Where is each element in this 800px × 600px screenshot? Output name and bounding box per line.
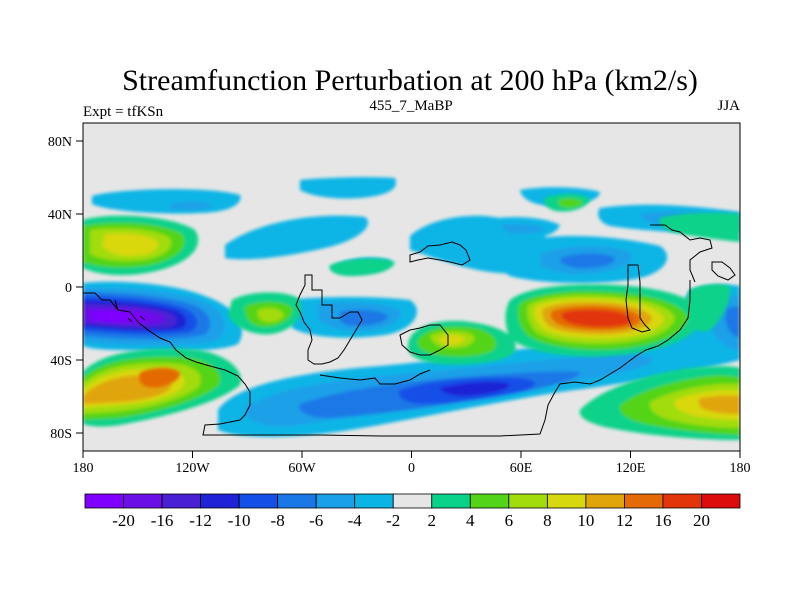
colorbar-label-11: 8	[543, 511, 552, 530]
right-string: JJA	[717, 98, 740, 114]
center-string: 455_7_MaBP	[369, 98, 452, 114]
coastline-japan	[711, 261, 736, 281]
colorbar-label-7: -2	[386, 511, 400, 530]
ylabel-40n: 40N	[48, 208, 72, 223]
left-string: Expt = tfKSn	[83, 104, 164, 120]
colorbar-label-12: 10	[577, 511, 594, 530]
colorbar-box-13	[585, 493, 625, 509]
colorbar-label-5: -6	[309, 511, 323, 530]
colorbar-box-10	[469, 493, 510, 509]
colorbar-label-1: -16	[151, 511, 174, 530]
contour-north-pacific-high-4	[102, 233, 159, 257]
contour-mid-atlantic-high-3	[257, 307, 284, 323]
coastline-south-america	[295, 274, 363, 365]
xlabel-180e: 180	[730, 461, 751, 476]
xlabel-60w: 60W	[288, 461, 316, 476]
colorbar-box-14	[624, 493, 664, 509]
colorbar-box-0	[84, 493, 124, 509]
contour-north-pacific-low-2	[170, 201, 212, 210]
colorbar-label-8: 2	[428, 511, 437, 530]
coastlines	[83, 224, 736, 437]
contour-europe-high-2	[558, 198, 583, 208]
colorbar-label-9: 4	[466, 511, 475, 530]
colorbar-box-2	[161, 493, 201, 509]
colorbar-label-13: 12	[616, 511, 633, 530]
coastline-antarctica-west	[319, 369, 431, 385]
colorbar-box-8	[392, 493, 433, 509]
x-tick-labels: 180 120W 60W 0 60E 120E 180	[73, 461, 751, 476]
coastline-australia	[625, 264, 651, 333]
colorbar: -20 -16 -12 -10 -8 -6 -4 -2 2 4 6 8 10 12 16 20	[84, 493, 741, 530]
colorbar-box-5	[277, 493, 317, 509]
colorbar-label-6: -4	[348, 511, 363, 530]
ylabel-40s: 40S	[50, 354, 72, 369]
contour-europe-low-2	[500, 223, 545, 234]
ylabel-0: 0	[65, 281, 72, 296]
ylabel-80s: 80S	[50, 427, 72, 442]
coastline-asia-east	[650, 224, 713, 283]
contour-asia-low-3	[560, 253, 615, 268]
contour-south-indian-low-3	[725, 306, 740, 338]
coastline-south-africa	[399, 324, 449, 356]
contour-asia-high	[659, 212, 740, 242]
contour-mid-tropic-low	[225, 215, 369, 260]
colorbar-box-12	[546, 493, 587, 509]
xlabel-60e: 60E	[510, 461, 533, 476]
colorbar-label-10: 6	[505, 511, 514, 530]
xlabel-0: 0	[408, 461, 415, 476]
colorbar-box-7	[354, 493, 394, 509]
coastline-north-america	[83, 280, 691, 437]
xlabel-120w: 120W	[175, 461, 210, 476]
colorbar-box-1	[123, 493, 163, 509]
colorbar-label-4: -8	[271, 511, 285, 530]
colorbar-label-0: -20	[112, 511, 135, 530]
contour-south-atlantic-high-4	[439, 334, 465, 345]
colorbar-box-11	[508, 493, 548, 509]
ylabel-80n: 80N	[48, 135, 72, 150]
colorbar-label-14: 16	[654, 511, 671, 530]
xlabel-120e: 120E	[616, 461, 646, 476]
contour-north-atlantic-low	[300, 177, 396, 199]
axis-ticks	[76, 140, 741, 458]
colorbar-box-16	[701, 493, 741, 509]
contour-north-atlantic-high	[329, 258, 395, 276]
contour-south-pacific-high-6	[138, 367, 181, 388]
plot-area	[83, 123, 740, 451]
chart-title: Streamfunction Perturbation at 200 hPa (…	[122, 64, 698, 97]
contour-southern-ocean-low-5	[440, 381, 510, 396]
contour-se-pacific-high-5	[698, 395, 740, 414]
contour-pacific-north-high	[686, 284, 731, 332]
y-tick-labels: 80N 40N 0 40S 80S	[48, 135, 72, 442]
contour-south-atlantic-low-3	[339, 309, 388, 326]
colorbar-label-15: 20	[693, 511, 710, 530]
colorbar-box-6	[315, 493, 356, 509]
contour-indian-ocean-high-7	[561, 309, 632, 327]
colorbar-box-15	[662, 493, 702, 509]
colorbar-label-2: -12	[189, 511, 212, 530]
colorbar-box-4	[238, 493, 279, 509]
xlabel-180w: 180	[73, 461, 94, 476]
colorbar-box-3	[200, 493, 240, 509]
coastline-south-pacific-islands	[114, 299, 146, 323]
colorbar-box-9	[431, 493, 471, 509]
colorbar-label-3: -10	[228, 511, 251, 530]
contour-south-pacific-low-core	[90, 310, 150, 323]
coastline-africa	[409, 241, 471, 266]
positive-regions	[83, 193, 740, 440]
